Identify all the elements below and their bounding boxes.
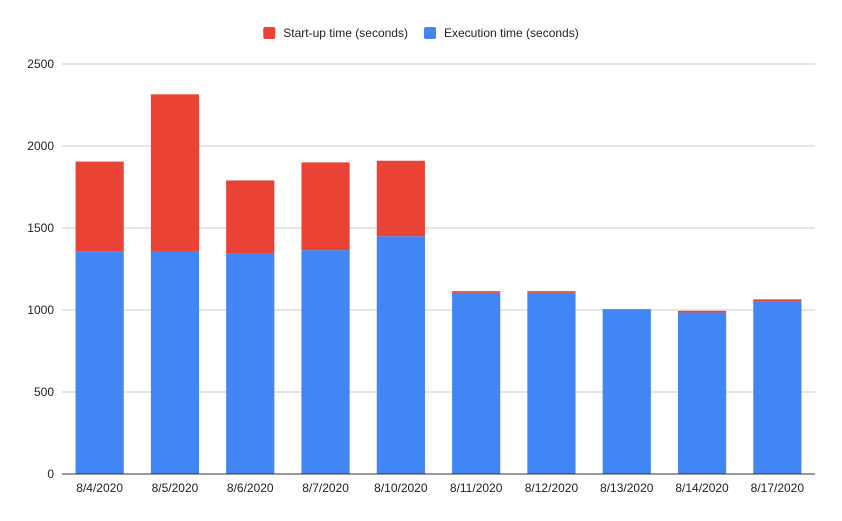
bar-startup-4 <box>376 160 425 237</box>
x-tick-label: 8/14/2020 <box>675 481 729 495</box>
legend-swatch-startup <box>263 27 276 39</box>
legend-label-startup: Start-up time (seconds) <box>283 26 408 40</box>
y-tick-label: 2500 <box>27 57 54 71</box>
bar-startup-7 <box>602 309 651 310</box>
legend: Start-up time (seconds) Execution time (s… <box>263 26 579 40</box>
bar-execution-3 <box>301 250 350 474</box>
x-tick-label: 8/7/2020 <box>302 481 349 495</box>
bar-execution-6 <box>527 292 576 474</box>
bar-startup-1 <box>150 94 200 251</box>
y-tick-label: 500 <box>34 385 54 399</box>
bar-execution-9 <box>753 301 802 474</box>
bars <box>75 94 802 474</box>
bar-startup-3 <box>301 162 350 251</box>
x-tick-label: 8/10/2020 <box>374 481 428 495</box>
bar-execution-1 <box>150 250 200 474</box>
x-tick-label: 8/4/2020 <box>76 481 123 495</box>
bar-execution-0 <box>75 251 124 474</box>
y-tick-label: 2000 <box>27 139 54 153</box>
legend-swatch-execution <box>423 27 436 39</box>
x-tick-label: 8/12/2020 <box>525 481 579 495</box>
x-axis: 8/4/2020 8/5/2020 8/6/2020 8/7/2020 8/10/202… <box>76 481 804 495</box>
y-tick-label: 1000 <box>27 303 54 317</box>
x-tick-label: 8/5/2020 <box>152 481 199 495</box>
x-tick-label: 8/11/2020 <box>450 481 503 495</box>
bar-startup-6 <box>527 291 576 293</box>
bar-execution-2 <box>226 253 275 474</box>
bar-startup-5 <box>452 291 501 293</box>
bar-execution-7 <box>602 310 651 474</box>
bar-startup-2 <box>226 180 275 254</box>
y-axis: 0 500 1000 1500 2000 2500 <box>27 57 54 481</box>
bar-execution-4 <box>376 236 425 474</box>
bar-execution-5 <box>452 292 501 474</box>
legend-label-execution: Execution time (seconds) <box>444 26 579 40</box>
y-tick-label: 1500 <box>27 221 54 235</box>
bar-startup-9 <box>753 299 802 302</box>
x-tick-label: 8/13/2020 <box>600 481 654 495</box>
x-tick-label: 8/17/2020 <box>751 481 805 495</box>
bar-execution-8 <box>677 312 727 474</box>
y-tick-label: 0 <box>47 467 54 481</box>
x-tick-label: 8/6/2020 <box>227 481 274 495</box>
bar-startup-8 <box>677 310 727 313</box>
bar-startup-0 <box>75 161 124 252</box>
